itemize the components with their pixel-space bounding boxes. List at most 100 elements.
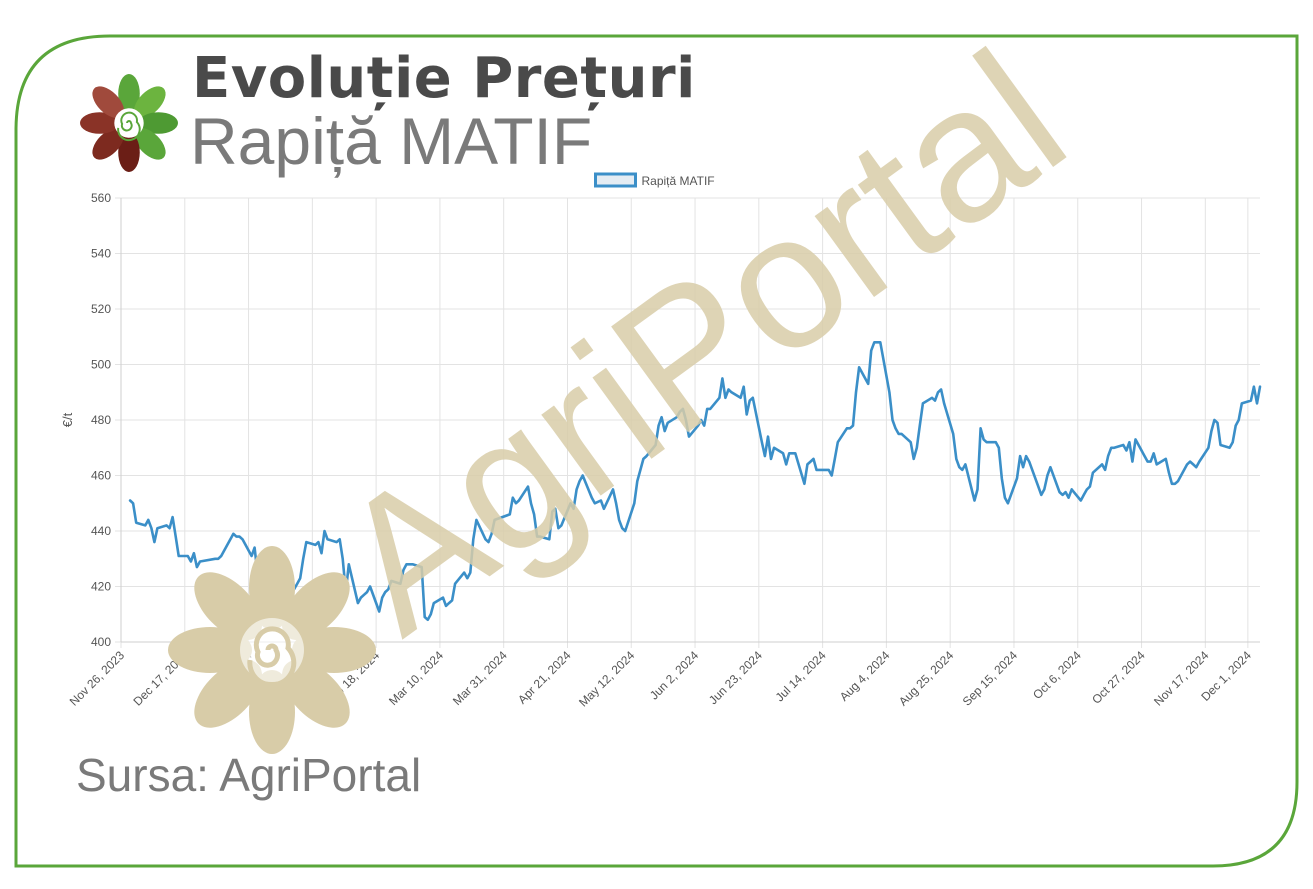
data-point <box>664 430 666 432</box>
data-point <box>153 541 155 543</box>
x-tick-label: Jun 2, 2024 <box>647 648 701 702</box>
data-point <box>424 616 426 618</box>
data-point <box>1238 419 1240 421</box>
data-point <box>293 588 295 590</box>
data-point <box>679 411 681 413</box>
data-point <box>952 433 954 435</box>
data-point <box>1213 419 1215 421</box>
y-tick-label: 500 <box>91 358 111 372</box>
data-point <box>582 474 584 477</box>
data-point <box>940 388 942 391</box>
data-point <box>1128 441 1130 443</box>
data-point <box>166 524 168 526</box>
data-point <box>849 427 851 429</box>
data-point <box>958 466 960 468</box>
data-point <box>1086 488 1088 490</box>
y-tick-label: 480 <box>91 413 111 427</box>
data-point <box>199 560 201 563</box>
x-tick-label: Mar 31, 2024 <box>450 648 510 708</box>
data-point <box>196 566 198 568</box>
data-point <box>381 597 383 599</box>
data-point <box>591 497 593 499</box>
data-point <box>697 425 699 427</box>
data-point <box>487 541 490 543</box>
data-point <box>491 533 493 535</box>
data-point <box>1256 402 1258 404</box>
data-point <box>655 444 657 446</box>
data-point <box>193 552 195 554</box>
data-point <box>782 452 784 454</box>
data-point <box>475 519 477 521</box>
data-point <box>1156 463 1158 465</box>
data-point <box>1259 386 1261 388</box>
data-point <box>217 558 219 560</box>
data-point <box>639 469 642 471</box>
data-point <box>387 588 389 590</box>
data-point <box>806 463 809 465</box>
data-point <box>1019 455 1021 457</box>
data-point <box>855 391 857 393</box>
data-point <box>433 602 435 604</box>
data-point <box>831 474 833 477</box>
data-point <box>983 438 985 440</box>
data-point <box>512 497 514 499</box>
data-point <box>384 591 386 593</box>
data-point <box>1046 474 1048 477</box>
data-point <box>427 619 429 621</box>
data-point <box>147 519 149 521</box>
data-point <box>1147 461 1149 463</box>
data-point <box>178 555 180 557</box>
data-point <box>955 458 957 460</box>
x-tick-label: Aug 4, 2024 <box>837 648 893 704</box>
data-point <box>469 572 471 574</box>
data-point <box>594 502 596 504</box>
data-point <box>986 441 988 443</box>
data-point <box>898 433 900 435</box>
data-point <box>360 597 362 599</box>
data-point <box>995 441 997 443</box>
data-point <box>557 527 560 529</box>
data-point <box>323 530 326 532</box>
data-point <box>527 486 529 488</box>
data-point <box>539 536 541 538</box>
data-point <box>721 377 724 379</box>
data-point <box>846 427 848 429</box>
x-tick-label: Jul 14, 2024 <box>773 648 829 704</box>
chart-legend[interactable]: Rapiță MATIF <box>594 172 715 188</box>
title-line-2: Rapiță MATIF <box>190 104 593 178</box>
data-point <box>603 508 605 510</box>
x-tick-label: Jan 7, 2024 <box>200 648 254 702</box>
data-point <box>901 433 903 435</box>
data-point <box>1049 466 1051 468</box>
data-point <box>573 508 575 510</box>
x-tick-label: Mar 10, 2024 <box>386 648 446 708</box>
data-point <box>129 499 131 502</box>
data-point <box>761 441 763 443</box>
data-point <box>156 527 158 529</box>
data-point <box>254 547 256 549</box>
data-point <box>709 408 711 410</box>
data-point <box>1037 486 1039 488</box>
data-point <box>421 566 423 568</box>
data-point <box>1229 447 1231 449</box>
x-tick-label: Jun 23, 2024 <box>706 648 765 707</box>
data-point <box>132 502 134 504</box>
data-point <box>834 458 836 460</box>
data-point <box>466 577 468 579</box>
data-point <box>688 436 690 438</box>
data-point <box>767 436 769 438</box>
data-point <box>1068 497 1070 499</box>
data-point <box>743 386 745 388</box>
data-point <box>973 499 976 502</box>
data-point <box>1253 386 1255 388</box>
data-point <box>551 511 553 513</box>
data-point <box>1071 488 1073 490</box>
data-point <box>1001 477 1003 479</box>
data-point <box>937 391 939 393</box>
data-point <box>785 463 787 465</box>
data-point <box>612 488 614 490</box>
data-point <box>1174 483 1176 485</box>
data-point <box>554 508 556 510</box>
frame-border <box>14 34 1299 868</box>
